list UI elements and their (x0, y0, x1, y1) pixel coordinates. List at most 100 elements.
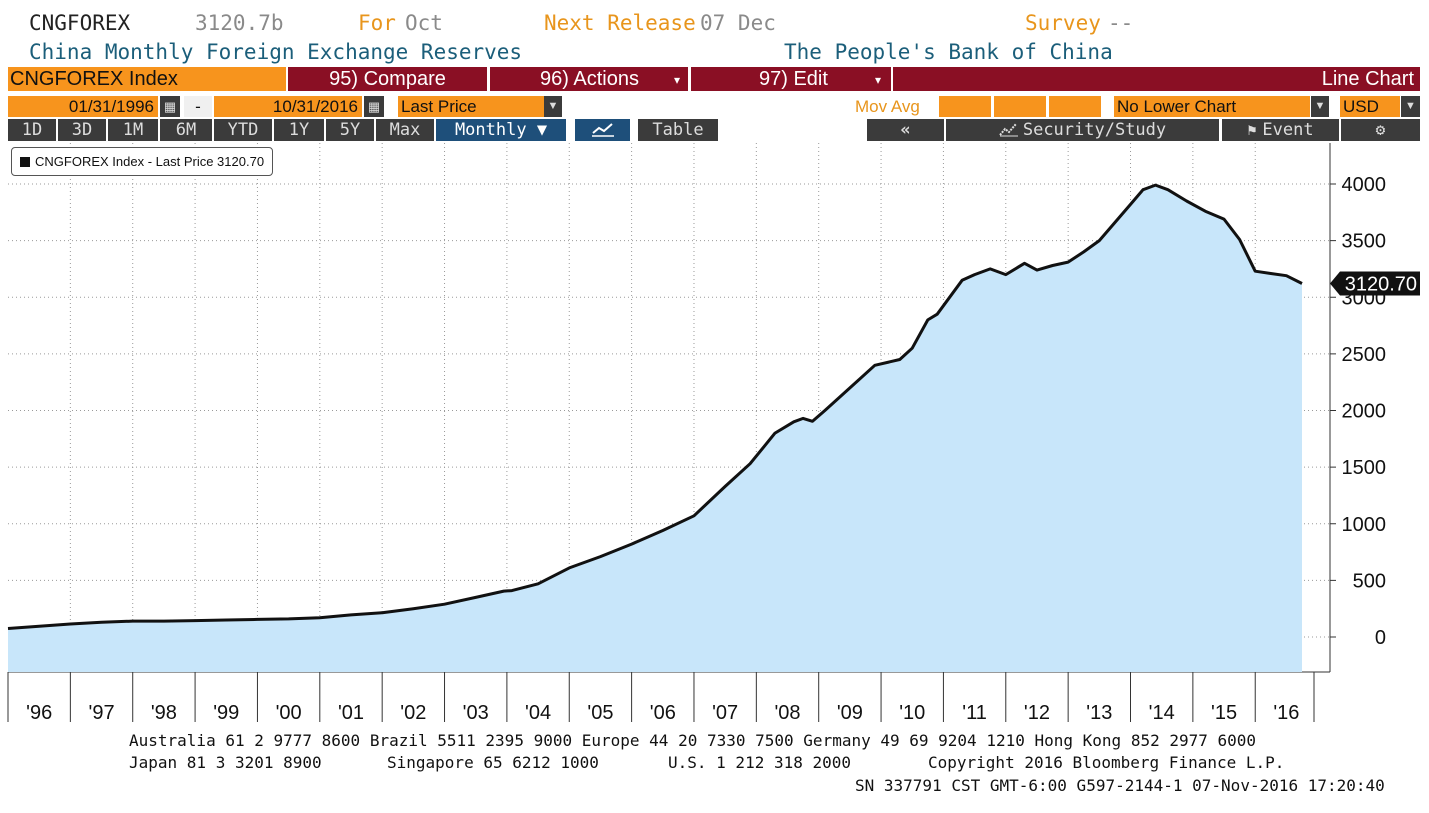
last-value-callout: 3120.70 (1330, 271, 1420, 296)
security-study-button[interactable]: Security/Study (946, 119, 1219, 141)
x-tick-label: '96 (26, 702, 52, 724)
gear-icon: ⚙ (1375, 120, 1386, 139)
footer-copyright: Copyright 2016 Bloomberg Finance L.P. (928, 753, 1285, 772)
footer-us: U.S. 1 212 318 2000 (668, 753, 852, 772)
table-button[interactable]: Table (638, 119, 718, 141)
mov-avg-input-1[interactable] (939, 96, 991, 117)
x-tick-label: '02 (400, 702, 426, 724)
currency-chevron-down-icon[interactable]: ▼ (1401, 96, 1420, 117)
collapse-button[interactable]: « (867, 119, 944, 141)
mov-avg-label: Mov Avg (855, 97, 920, 116)
x-tick-label: '00 (276, 702, 302, 724)
footer-session-info: SN 337791 CST GMT-6:00 G597-2144-1 07-No… (855, 776, 1385, 795)
y-tick-label: 2000 (1342, 401, 1387, 423)
security-study-label: Security/Study (1022, 120, 1167, 140)
x-tick-label: '05 (587, 702, 613, 724)
legend-text: CNGFOREX Index - Last Price 3120.70 (35, 154, 265, 169)
footer-japan: Japan 81 3 3201 8900 (129, 753, 322, 772)
chart-legend: CNGFOREX Index - Last Price 3120.70 (11, 147, 273, 176)
x-tick-label: '11 (962, 702, 987, 724)
range-1y-button[interactable]: 1Y (274, 119, 324, 141)
compare-button[interactable]: 95) Compare (288, 67, 487, 91)
x-tick-label: '15 (1211, 702, 1237, 724)
series-description: China Monthly Foreign Exchange Reserves (29, 40, 523, 64)
x-tick-label: '08 (774, 702, 800, 724)
range-max-button[interactable]: Max (376, 119, 434, 141)
x-tick-label: '13 (1086, 702, 1112, 724)
x-tick-label: '98 (151, 702, 177, 724)
legend-swatch (20, 157, 30, 167)
x-tick-label: '99 (213, 702, 239, 724)
start-calendar-icon[interactable]: ▦ (160, 96, 180, 117)
survey-label: Survey (1025, 11, 1101, 35)
for-label: For (358, 11, 396, 35)
price-field-chevron-down-icon[interactable]: ▼ (544, 96, 562, 117)
x-tick-label: '03 (463, 702, 489, 724)
end-calendar-icon[interactable]: ▦ (364, 96, 384, 117)
edit-chevron-down-icon: ▾ (875, 73, 882, 87)
actions-label: 96) Actions (540, 68, 639, 90)
series-line (7, 183, 1303, 630)
range-1m-button[interactable]: 1M (108, 119, 158, 141)
lower-chart-select[interactable]: No Lower Chart (1114, 96, 1310, 117)
line-chart-icon-button[interactable] (575, 119, 630, 141)
mov-avg-input-3[interactable] (1049, 96, 1101, 117)
range-6m-button[interactable]: 6M (160, 119, 212, 141)
x-axis: '96 '97 '98 '99 '00 '01 '02 '03 '04 '05 '06 '07 '08 '… (7, 672, 1315, 724)
event-button[interactable]: ⚑ Event (1222, 119, 1339, 141)
next-release-value: 07 Dec (700, 11, 776, 35)
y-tick-label: 1500 (1342, 457, 1387, 479)
edit-label: 97) Edit (759, 68, 828, 90)
y-tick-label: 500 (1353, 570, 1386, 592)
y-tick-label: 3500 (1342, 231, 1387, 253)
line-chart: '96 '97 '98 '99 '00 '01 '02 '03 '04 '05 '06 '07 '08 '… (7, 143, 1420, 724)
x-tick-label: '01 (338, 702, 364, 724)
y-tick-label: 1000 (1342, 514, 1387, 536)
y-tick-label: 0 (1375, 627, 1386, 649)
date-separator: - (184, 96, 212, 117)
period-select[interactable]: Monthly ▼ (436, 119, 566, 141)
x-tick-label: '12 (1024, 702, 1050, 724)
survey-value: -- (1108, 11, 1134, 35)
index-label: CNGFOREX Index (8, 67, 286, 91)
mov-avg-input-2[interactable] (994, 96, 1046, 117)
next-release-label: Next Release (544, 11, 696, 35)
end-date-input[interactable]: 10/31/2016 (214, 96, 362, 117)
actions-button[interactable]: 96) Actions ▾ (490, 67, 688, 91)
range-1d-button[interactable]: 1D (8, 119, 56, 141)
range-ytd-button[interactable]: YTD (214, 119, 272, 141)
footer-phone-line-1: Australia 61 2 9777 8600 Brazil 5511 239… (129, 731, 1257, 750)
series-area (8, 185, 1302, 672)
last-value-label: 3120.70 (1345, 274, 1417, 296)
currency-select[interactable]: USD (1340, 96, 1400, 117)
x-tick-label: '07 (712, 702, 738, 724)
x-tick-label: '09 (837, 702, 863, 724)
series-source: The People's Bank of China (784, 40, 1113, 64)
actions-chevron-down-icon: ▾ (674, 73, 681, 87)
lower-chart-chevron-down-icon[interactable]: ▼ (1311, 96, 1329, 117)
x-tick-label: '04 (525, 702, 551, 724)
line-chart-icon (591, 123, 614, 137)
header-value: 3120.7b (195, 11, 284, 35)
range-3d-button[interactable]: 3D (58, 119, 106, 141)
for-value: Oct (405, 11, 443, 35)
footer-singapore: Singapore 65 6212 1000 (387, 753, 599, 772)
price-field-select[interactable]: Last Price (398, 96, 544, 117)
x-tick-label: '06 (650, 702, 676, 724)
y-tick-label: 2500 (1342, 344, 1387, 366)
settings-button[interactable]: ⚙ (1341, 119, 1420, 141)
event-label: Event (1262, 120, 1314, 140)
last-value-box (1330, 271, 1420, 296)
study-chart-icon (999, 123, 1018, 137)
start-date-input[interactable]: 01/31/1996 (8, 96, 158, 117)
chart-type-button[interactable]: Line Chart (893, 67, 1420, 91)
x-tick-label: '97 (89, 702, 115, 724)
x-tick-label: '16 (1273, 702, 1299, 724)
x-tick-label: '14 (1149, 702, 1175, 724)
range-5y-button[interactable]: 5Y (326, 119, 374, 141)
flag-icon: ⚑ (1247, 121, 1257, 139)
edit-button[interactable]: 97) Edit ▾ (691, 67, 891, 91)
x-tick-label: '10 (899, 702, 925, 724)
y-tick-label: 4000 (1342, 174, 1387, 196)
